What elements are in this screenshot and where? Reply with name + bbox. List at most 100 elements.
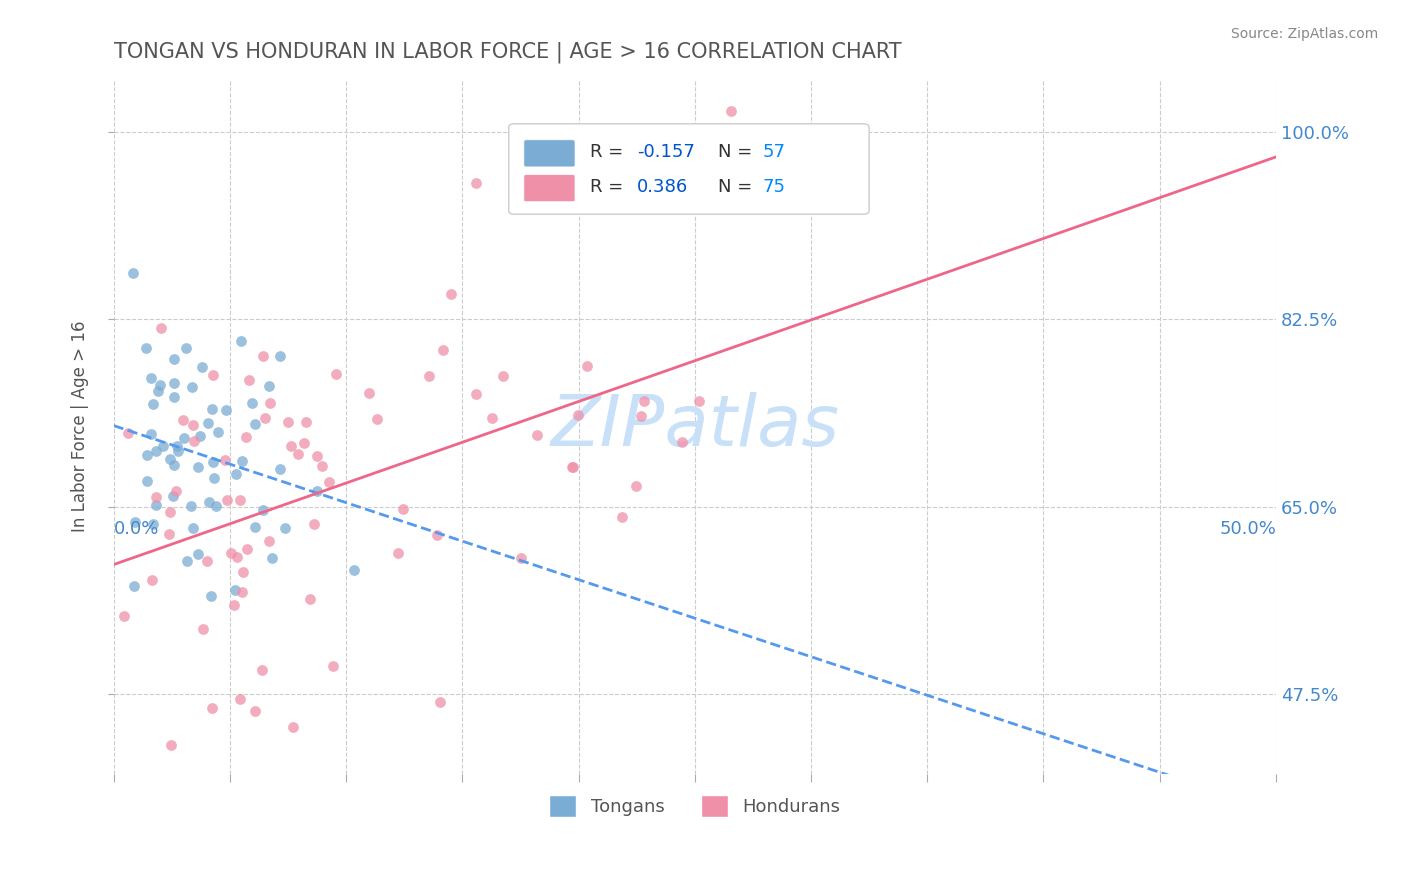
Point	[283, 720, 305, 734]
Point	[139, 371, 162, 385]
Point	[183, 434, 205, 448]
Point	[163, 458, 186, 473]
Point	[633, 393, 655, 408]
Point	[135, 474, 157, 488]
Point	[238, 373, 260, 387]
Point	[576, 359, 599, 373]
Point	[250, 663, 273, 677]
Point	[215, 493, 238, 508]
Point	[163, 351, 186, 366]
Point	[228, 691, 250, 706]
Point	[562, 459, 585, 474]
Point	[387, 546, 409, 560]
Point	[176, 554, 198, 568]
Text: 0.0%: 0.0%	[114, 520, 159, 538]
Point	[224, 582, 246, 597]
Point	[197, 417, 219, 431]
Point	[481, 410, 503, 425]
Text: TONGAN VS HONDURAN IN LABOR FORCE | AGE > 16 CORRELATION CHART: TONGAN VS HONDURAN IN LABOR FORCE | AGE …	[114, 42, 901, 63]
Point	[561, 459, 583, 474]
Point	[492, 369, 515, 384]
Point	[440, 287, 463, 301]
Point	[231, 334, 253, 348]
Point	[200, 589, 222, 603]
Legend: Tongans, Hondurans: Tongans, Hondurans	[543, 788, 848, 824]
Text: 57: 57	[762, 144, 785, 161]
Point	[257, 534, 280, 549]
Point	[418, 368, 440, 383]
FancyBboxPatch shape	[509, 124, 869, 214]
Point	[245, 417, 267, 431]
Point	[626, 479, 648, 493]
Point	[139, 426, 162, 441]
Point	[307, 483, 329, 498]
Point	[152, 439, 174, 453]
Text: 50.0%: 50.0%	[1219, 520, 1277, 538]
Point	[277, 416, 299, 430]
Text: 0.386: 0.386	[637, 178, 688, 196]
Point	[201, 701, 224, 715]
Point	[260, 550, 283, 565]
Point	[224, 599, 246, 613]
Point	[294, 415, 316, 429]
Point	[159, 738, 181, 752]
Point	[235, 542, 257, 557]
Point	[298, 592, 321, 607]
Point	[304, 517, 326, 532]
Y-axis label: In Labor Force | Age > 16: In Labor Force | Age > 16	[72, 320, 89, 533]
Point	[162, 489, 184, 503]
Text: N =: N =	[718, 144, 758, 161]
Point	[318, 475, 340, 489]
Point	[235, 430, 257, 444]
Point	[509, 551, 531, 566]
Point	[225, 467, 247, 481]
Point	[231, 454, 253, 468]
Point	[149, 320, 172, 334]
Text: R =: R =	[591, 144, 628, 161]
Point	[157, 526, 180, 541]
Point	[343, 563, 366, 577]
Text: 75: 75	[762, 178, 785, 196]
Point	[117, 426, 139, 441]
Point	[135, 341, 157, 355]
Text: R =: R =	[591, 178, 628, 196]
Point	[145, 498, 167, 512]
Point	[240, 396, 263, 410]
Point	[610, 510, 633, 524]
Point	[205, 499, 228, 513]
Point	[159, 505, 181, 519]
Point	[252, 349, 274, 363]
Point	[229, 492, 252, 507]
Point	[307, 449, 329, 463]
Point	[392, 502, 415, 516]
Point	[243, 704, 266, 718]
Point	[274, 521, 297, 535]
Point	[172, 413, 194, 427]
Point	[163, 376, 186, 391]
Point	[186, 460, 208, 475]
Point	[122, 579, 145, 593]
Text: ZIPatlas: ZIPatlas	[550, 392, 839, 461]
Point	[167, 444, 190, 458]
FancyBboxPatch shape	[524, 175, 575, 202]
Point	[432, 343, 454, 357]
Point	[198, 495, 221, 509]
Point	[688, 394, 710, 409]
Point	[253, 411, 276, 425]
Point	[215, 402, 238, 417]
Point	[142, 397, 165, 411]
Point	[671, 434, 693, 449]
Point	[190, 428, 212, 442]
Point	[201, 402, 224, 417]
Point	[136, 448, 159, 462]
Point	[231, 566, 253, 580]
Point	[311, 459, 333, 474]
Point	[630, 409, 652, 423]
Point	[426, 528, 449, 542]
Point	[121, 266, 143, 280]
Point	[195, 789, 218, 803]
Point	[259, 396, 281, 410]
Point	[628, 200, 651, 214]
Point	[292, 436, 315, 450]
Point	[720, 103, 742, 118]
